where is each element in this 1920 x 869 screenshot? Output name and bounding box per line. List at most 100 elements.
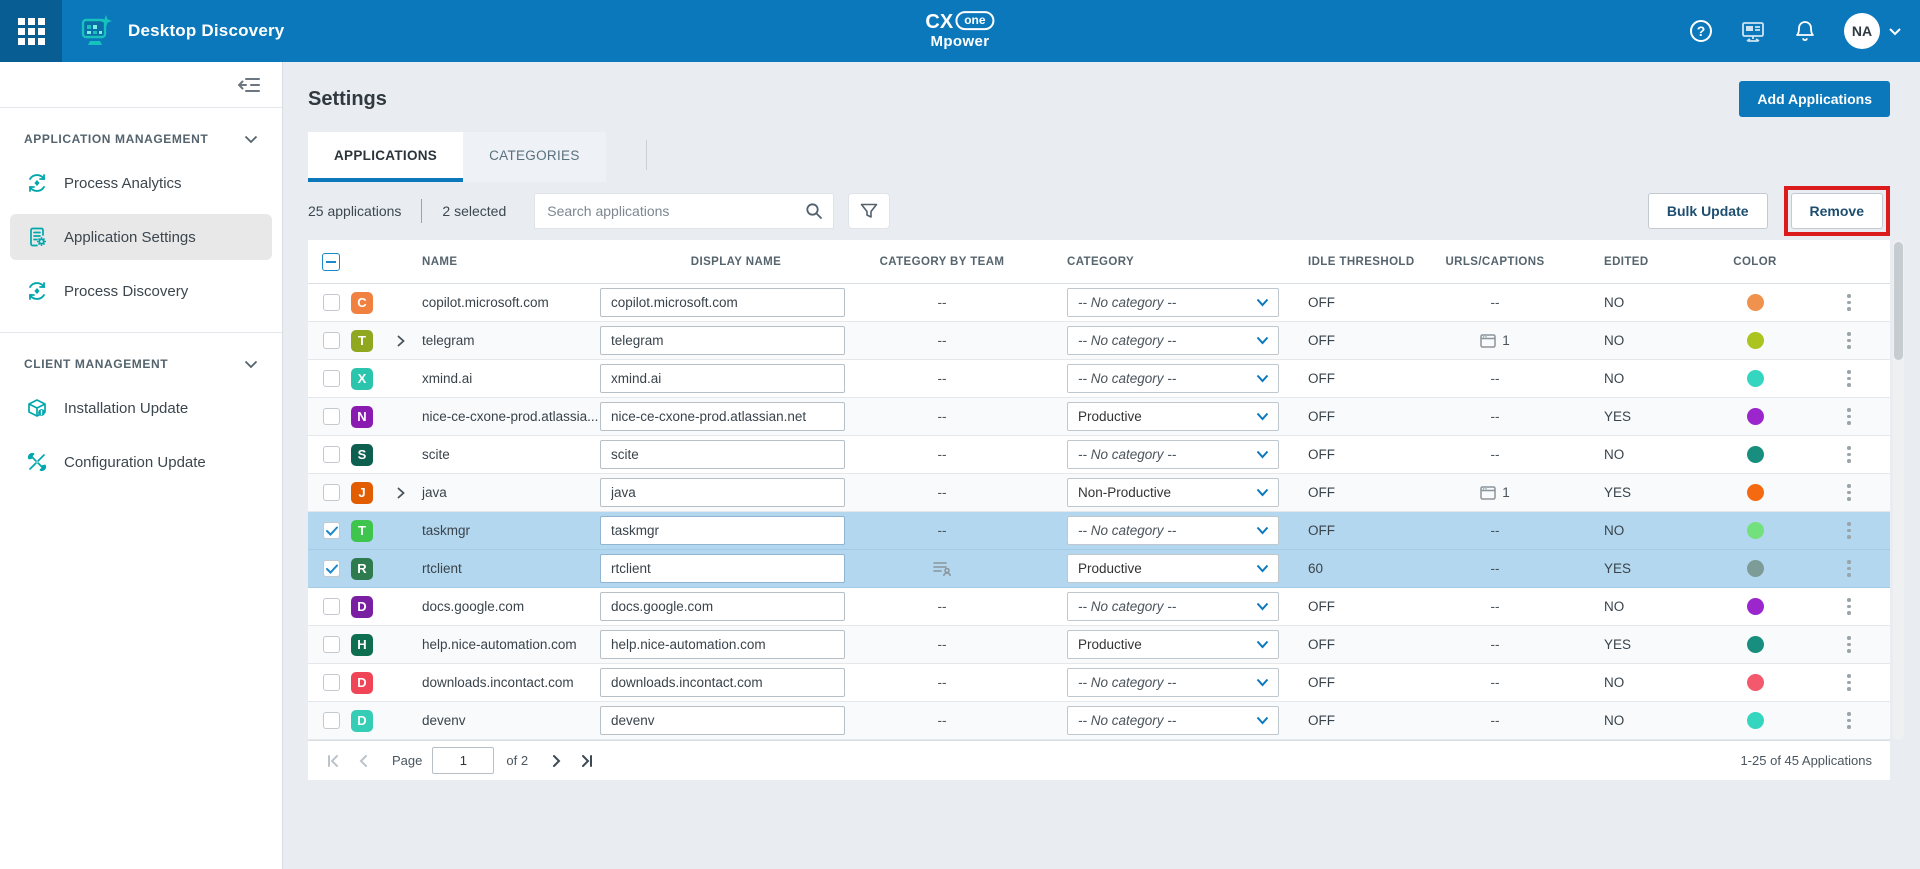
search-input[interactable] — [547, 203, 806, 219]
sidebar-item-installation-update[interactable]: Installation Update — [10, 385, 272, 431]
row-menu-button[interactable] — [1820, 294, 1878, 311]
color-dot[interactable] — [1746, 674, 1764, 691]
row-checkbox[interactable] — [323, 522, 340, 539]
display-name-input[interactable] — [600, 554, 845, 583]
previous-page-button[interactable] — [348, 746, 378, 776]
category-select[interactable]: -- No category -- — [1067, 440, 1279, 469]
color-dot[interactable] — [1746, 560, 1764, 577]
select-all-checkbox[interactable] — [322, 252, 340, 271]
next-page-button[interactable] — [542, 746, 572, 776]
display-name-input[interactable] — [600, 364, 845, 393]
row-checkbox[interactable] — [323, 484, 340, 501]
add-applications-button[interactable]: Add Applications — [1739, 81, 1890, 117]
expand-row-icon[interactable] — [396, 335, 406, 347]
category-select[interactable]: -- No category -- — [1067, 288, 1279, 317]
expand-row-icon[interactable] — [396, 487, 406, 499]
idle-threshold-cell: OFF — [1308, 409, 1335, 424]
category-select[interactable]: -- No category -- — [1067, 706, 1279, 735]
sidebar-item-process-discovery[interactable]: Process Discovery — [10, 268, 272, 314]
filter-button[interactable] — [848, 193, 891, 229]
display-name-input[interactable] — [600, 440, 845, 469]
row-checkbox[interactable] — [323, 408, 340, 425]
row-checkbox[interactable] — [323, 332, 340, 349]
page-number-input[interactable] — [432, 747, 495, 774]
first-page-button[interactable] — [318, 746, 348, 776]
app-title: Desktop Discovery — [128, 21, 285, 40]
display-name-input[interactable] — [600, 402, 845, 431]
category-select[interactable]: -- No category -- — [1067, 326, 1279, 355]
color-dot[interactable] — [1746, 446, 1764, 463]
applications-table: NAME DISPLAY NAME CATEGORY BY TEAM CATEG… — [308, 240, 1904, 740]
row-checkbox[interactable] — [323, 370, 340, 387]
display-name-input[interactable] — [600, 326, 845, 355]
row-checkbox[interactable] — [323, 560, 340, 577]
row-menu-button[interactable] — [1820, 674, 1878, 691]
color-dot[interactable] — [1746, 484, 1764, 501]
row-checkbox[interactable] — [323, 674, 340, 691]
color-dot[interactable] — [1746, 636, 1764, 653]
table-scrollbar[interactable] — [1893, 240, 1904, 740]
category-select[interactable]: -- No category -- — [1067, 364, 1279, 393]
row-checkbox[interactable] — [323, 636, 340, 653]
category-select[interactable]: Productive — [1067, 630, 1279, 659]
color-dot[interactable] — [1746, 522, 1764, 539]
sidebar-item-configuration-update[interactable]: Configuration Update — [10, 439, 272, 485]
tab-applications[interactable]: APPLICATIONS — [308, 132, 464, 182]
sidebar-divider — [0, 332, 282, 333]
notifications-button[interactable] — [1792, 18, 1818, 44]
row-menu-button[interactable] — [1820, 408, 1878, 425]
row-menu-button[interactable] — [1820, 560, 1878, 577]
color-dot[interactable] — [1746, 370, 1764, 387]
category-select[interactable]: -- No category -- — [1067, 592, 1279, 621]
row-menu-button[interactable] — [1820, 484, 1878, 501]
display-name-input[interactable] — [600, 706, 845, 735]
row-checkbox[interactable] — [323, 294, 340, 311]
display-name-input[interactable] — [600, 516, 845, 545]
scrollbar-thumb[interactable] — [1894, 242, 1903, 360]
last-page-button[interactable] — [572, 746, 602, 776]
row-menu-button[interactable] — [1820, 712, 1878, 729]
category-select[interactable]: -- No category -- — [1067, 668, 1279, 697]
row-menu-button[interactable] — [1820, 636, 1878, 653]
display-name-input[interactable] — [600, 592, 845, 621]
row-menu-button[interactable] — [1820, 446, 1878, 463]
display-name-input[interactable] — [600, 668, 845, 697]
row-checkbox[interactable] — [323, 712, 340, 729]
row-menu-button[interactable] — [1820, 598, 1878, 615]
row-menu-button[interactable] — [1820, 332, 1878, 349]
row-menu-button[interactable] — [1820, 370, 1878, 387]
whats-new-button[interactable] — [1740, 18, 1766, 44]
tab-categories[interactable]: CATEGORIES — [463, 132, 606, 182]
configuration-update-icon — [26, 451, 48, 473]
category-select[interactable]: Productive — [1067, 402, 1279, 431]
app-launcher-button[interactable] — [0, 0, 62, 62]
category-select[interactable]: -- No category -- — [1067, 516, 1279, 545]
display-name-input[interactable] — [600, 478, 845, 507]
user-menu[interactable]: NA — [1844, 13, 1902, 49]
sidebar-section-client-management[interactable]: CLIENT MANAGEMENT — [0, 333, 282, 381]
color-dot[interactable] — [1746, 598, 1764, 615]
row-checkbox[interactable] — [323, 446, 340, 463]
display-name-input[interactable] — [600, 630, 845, 659]
sidebar-item-application-settings[interactable]: Application Settings — [10, 214, 272, 260]
bulk-update-button[interactable]: Bulk Update — [1647, 193, 1768, 229]
urls-captions-cell[interactable]: 1 — [1420, 333, 1570, 348]
row-checkbox[interactable] — [323, 598, 340, 615]
sidebar-item-process-analytics[interactable]: Process Analytics — [10, 160, 272, 206]
color-dot[interactable] — [1746, 408, 1764, 425]
category-select[interactable]: Non-Productive — [1067, 478, 1279, 507]
remove-button[interactable]: Remove — [1790, 193, 1883, 229]
display-name-input[interactable] — [600, 288, 845, 317]
color-dot[interactable] — [1746, 332, 1764, 349]
help-button[interactable]: ? — [1688, 18, 1714, 44]
search-icon[interactable] — [805, 202, 823, 220]
page-of-label: of 2 — [506, 753, 529, 768]
collapse-sidebar-icon[interactable] — [238, 76, 260, 94]
urls-captions-cell[interactable]: 1 — [1420, 485, 1570, 500]
color-dot[interactable] — [1746, 294, 1764, 311]
color-dot[interactable] — [1746, 712, 1764, 729]
sidebar-section-application-management[interactable]: APPLICATION MANAGEMENT — [0, 108, 282, 156]
row-menu-button[interactable] — [1820, 522, 1878, 539]
category-select[interactable]: Productive — [1067, 554, 1279, 583]
